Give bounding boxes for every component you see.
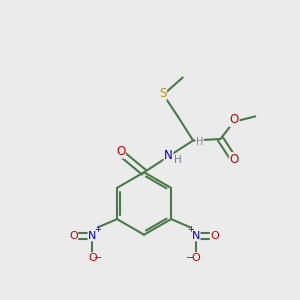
Text: +: + — [94, 225, 101, 234]
Text: O: O — [88, 253, 97, 263]
Text: −: − — [186, 253, 194, 263]
Text: +: + — [187, 225, 194, 234]
Text: S: S — [159, 87, 166, 100]
Text: O: O — [230, 153, 239, 166]
Text: N: N — [192, 231, 200, 241]
Text: O: O — [191, 253, 200, 263]
Text: N: N — [88, 231, 97, 241]
Text: H: H — [196, 137, 203, 147]
Text: O: O — [116, 145, 125, 158]
Text: O: O — [69, 231, 78, 241]
Text: O: O — [210, 231, 219, 241]
Text: H: H — [174, 155, 182, 165]
Text: N: N — [164, 149, 173, 162]
Text: O: O — [230, 113, 239, 127]
Text: −: − — [94, 253, 102, 263]
